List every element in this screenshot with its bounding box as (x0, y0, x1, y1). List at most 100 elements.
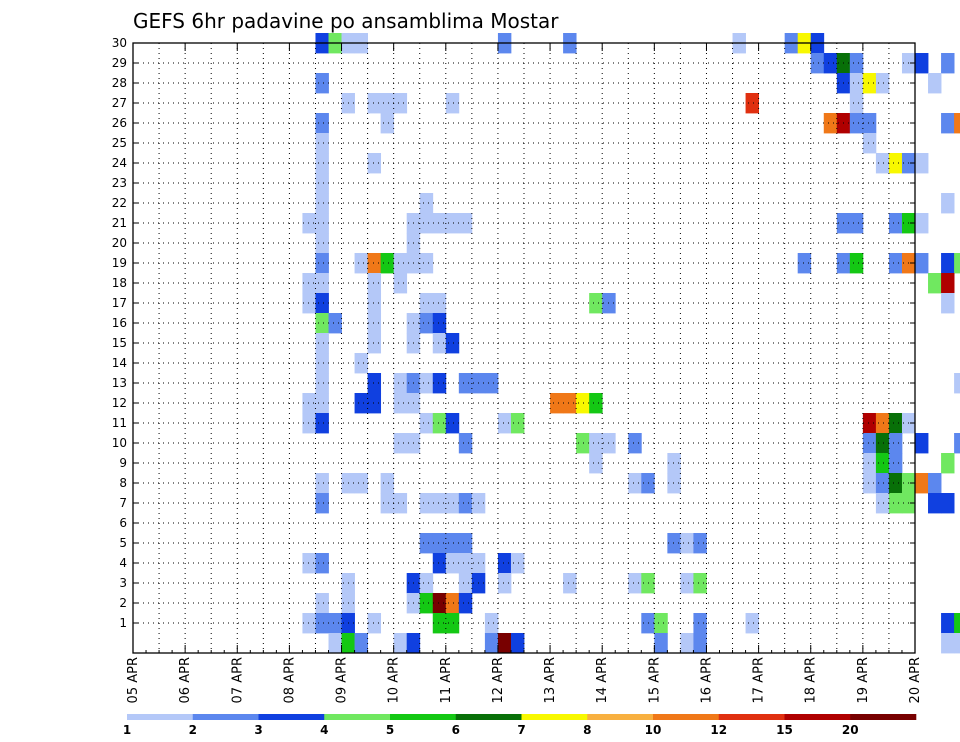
heatmap-cell (367, 93, 382, 114)
heatmap-cell (628, 473, 642, 494)
heatmap-cell (915, 53, 929, 74)
y-tick-label: 7 (119, 496, 127, 510)
x-tick-label: 19 APR (856, 657, 871, 703)
heatmap-cell (367, 273, 382, 294)
heatmap-cell (484, 633, 499, 654)
heatmap-cell (576, 393, 590, 414)
heatmap-cell (954, 113, 960, 134)
x-tick-label: 20 APR (908, 657, 923, 703)
y-tick-label: 22 (112, 196, 127, 210)
heatmap-cell (354, 353, 368, 374)
heatmap-cell (393, 93, 408, 114)
heatmap-cell (302, 213, 316, 234)
chart-title: GEFS 6hr padavine po ansamblima Mostar (133, 9, 559, 33)
heatmap-cell (745, 93, 759, 114)
heatmap-cell (563, 573, 577, 594)
colorbar-label: 1 (123, 723, 131, 737)
heatmap-cell (654, 613, 668, 634)
y-tick-label: 11 (112, 416, 127, 430)
heatmap-cell (302, 273, 316, 294)
heatmap-cell (862, 473, 877, 494)
heatmap-cell (315, 173, 329, 194)
y-tick-label: 10 (112, 436, 127, 450)
colorbar-label: 8 (583, 723, 591, 737)
heatmap-cell (367, 293, 382, 314)
y-tick-label: 8 (119, 476, 127, 490)
x-tick-label: 08 APR (282, 657, 297, 703)
heatmap-cell (328, 613, 342, 634)
y-tick-label: 20 (112, 236, 127, 250)
heatmap-cell (315, 413, 329, 434)
heatmap-cell (862, 413, 877, 434)
heatmap-cell (888, 453, 903, 474)
heatmap-cell (315, 613, 329, 634)
heatmap-cell (888, 433, 903, 454)
heatmap-cell (497, 633, 512, 654)
heatmap-cell (954, 433, 960, 454)
y-axis: 1234567891011121314151617181920212223242… (112, 36, 915, 630)
heatmap-cell (667, 473, 681, 494)
heatmap-cell (680, 633, 694, 654)
heatmap-cell (849, 253, 864, 274)
heatmap-cell (380, 113, 395, 134)
heatmap-cell (419, 533, 434, 554)
x-tick-label: 17 APR (752, 657, 767, 703)
heatmap-cell (458, 373, 473, 394)
heatmap-cell (315, 473, 329, 494)
y-tick-label: 3 (119, 576, 127, 590)
heatmap-cell (862, 453, 877, 474)
y-tick-label: 12 (112, 396, 127, 410)
y-tick-label: 25 (112, 136, 127, 150)
heatmap-cell (432, 413, 447, 434)
heatmap-cell (849, 73, 864, 94)
heatmap-cell (628, 433, 642, 454)
heatmap-cell (928, 273, 942, 294)
y-tick-label: 30 (112, 36, 127, 50)
heatmap-cell (458, 553, 473, 574)
heatmap-cell (367, 613, 382, 634)
heatmap-cell (432, 333, 447, 354)
heatmap-cell (393, 433, 408, 454)
heatmap-cell (445, 333, 460, 354)
x-tick-label: 11 APR (439, 657, 454, 703)
heatmap-cell (941, 493, 955, 514)
y-tick-label: 15 (112, 336, 127, 350)
heatmap-cell (419, 293, 434, 314)
heatmap-cell (810, 53, 825, 74)
colorbar-label: 10 (645, 723, 662, 737)
heatmap-cell (693, 533, 707, 554)
heatmap-cell (875, 453, 890, 474)
heatmap-cell (954, 373, 960, 394)
heatmap-cell (367, 373, 382, 394)
y-tick-label: 13 (112, 376, 127, 390)
heatmap-cell (458, 213, 473, 234)
heatmap-cell (849, 53, 864, 74)
y-tick-label: 17 (112, 296, 127, 310)
heatmap-cell (328, 633, 342, 654)
colorbar-segment (455, 714, 522, 720)
heatmap-cell (875, 433, 890, 454)
heatmap-cell (941, 113, 955, 134)
heatmap-cell (419, 313, 434, 334)
heatmap-cell (693, 633, 707, 654)
heatmap-cell (497, 573, 512, 594)
y-tick-label: 21 (112, 216, 127, 230)
x-tick-label: 16 APR (699, 657, 714, 703)
heatmap-cell (419, 493, 434, 514)
heatmap-cells (302, 33, 960, 654)
heatmap-cell (941, 453, 955, 474)
heatmap-cell (589, 453, 603, 474)
heatmap-cell (419, 413, 434, 434)
y-tick-label: 23 (112, 176, 127, 190)
heatmap-cell (628, 573, 642, 594)
heatmap-cell (367, 333, 382, 354)
heatmap-cell (497, 553, 512, 574)
y-tick-label: 19 (112, 256, 127, 270)
heatmap-cell (315, 73, 329, 94)
heatmap-cell (445, 613, 460, 634)
heatmap-cell (915, 473, 929, 494)
heatmap-cell (445, 213, 460, 234)
grid-lines (133, 42, 915, 653)
heatmap-cell (315, 133, 329, 154)
